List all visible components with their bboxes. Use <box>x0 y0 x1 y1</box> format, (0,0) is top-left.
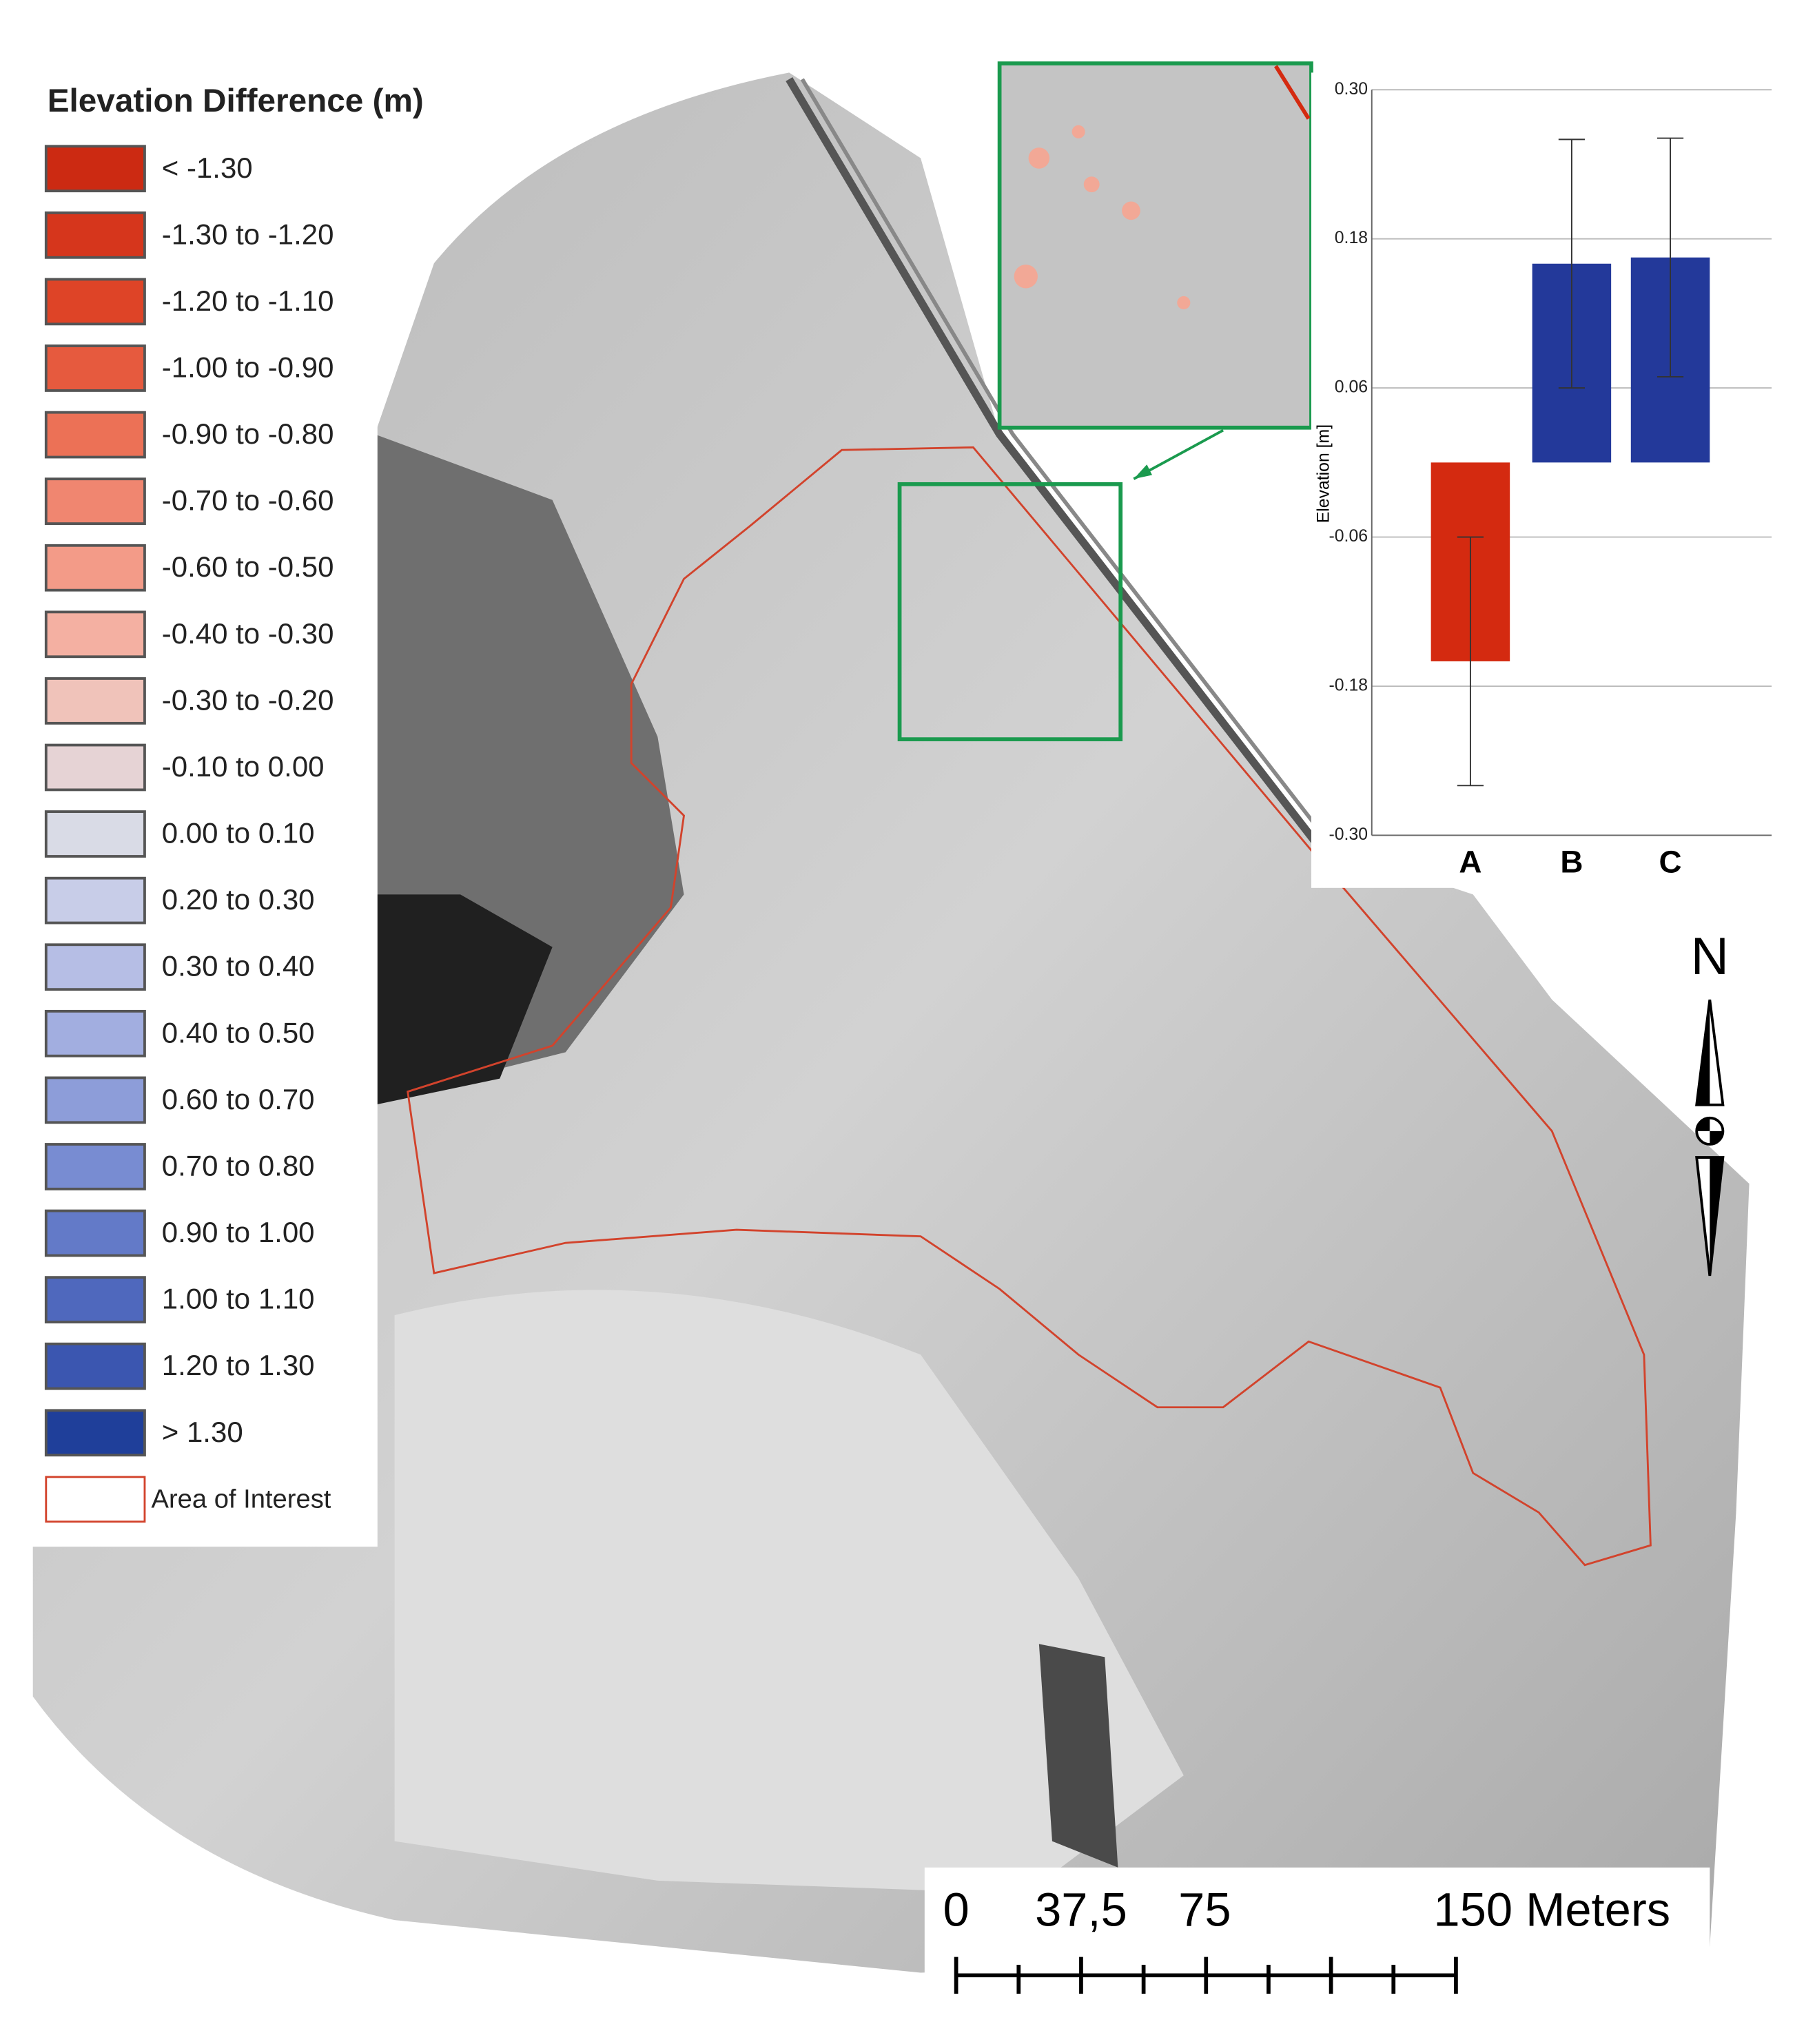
legend-label: -1.20 to -1.10 <box>162 285 334 317</box>
legend-label: -0.60 to -0.50 <box>162 550 334 583</box>
legend-swatch <box>44 1342 146 1390</box>
chart-panel <box>1311 72 1778 888</box>
legend-swatch <box>44 810 146 858</box>
legend-swatch <box>44 278 146 326</box>
legend-label: -0.10 to 0.00 <box>162 750 325 783</box>
legend-swatch <box>44 211 146 259</box>
legend-swatch <box>44 1143 146 1190</box>
legend-label: -0.30 to -0.20 <box>162 683 334 716</box>
bar-chart: -0.30 -0.18 -0.06 0.06 0.18 0.30 Elevation [m]… <box>1315 80 1772 880</box>
legend-label: 0.00 to 0.10 <box>162 817 315 849</box>
scale-label: 150 Meters <box>1433 1883 1670 1937</box>
legend-label: 0.20 to 0.30 <box>162 883 315 916</box>
legend-swatch <box>44 743 146 792</box>
legend-swatch <box>44 477 146 526</box>
legend-label: 0.30 to 0.40 <box>162 950 315 982</box>
y-tick-label: 0.18 <box>1335 229 1368 247</box>
legend-label: 0.60 to 0.70 <box>162 1083 315 1115</box>
north-label: N <box>1691 927 1729 986</box>
legend-swatch <box>44 1409 146 1457</box>
legend-swatch <box>44 1076 146 1124</box>
legend-label: 1.20 to 1.30 <box>162 1349 315 1381</box>
y-axis-label: Elevation [m] <box>1315 424 1333 523</box>
legend-label: -0.70 to -0.60 <box>162 484 334 517</box>
legend-swatch <box>44 943 146 991</box>
scale-label: 75 <box>1178 1883 1231 1937</box>
legend-swatch <box>44 1209 146 1257</box>
legend-label: 0.90 to 1.00 <box>162 1216 315 1248</box>
legend-swatch <box>44 145 146 193</box>
legend-label: > 1.30 <box>162 1416 243 1448</box>
legend-label: < -1.30 <box>162 152 253 184</box>
legend-label: -0.90 to -0.80 <box>162 417 334 450</box>
legend-swatch <box>44 1009 146 1057</box>
legend-swatch <box>44 610 146 659</box>
legend-swatch <box>44 544 146 592</box>
legend-swatch <box>44 1276 146 1323</box>
legend-title: Elevation Difference (m) <box>48 83 424 119</box>
scale-bar-panel <box>924 1867 1710 2012</box>
legend-label: 1.00 to 1.10 <box>162 1283 315 1315</box>
y-tick-label: -0.06 <box>1329 527 1368 546</box>
legend-swatch <box>44 677 146 725</box>
y-tick-label: -0.30 <box>1329 825 1368 844</box>
y-tick-label: -0.18 <box>1329 677 1368 695</box>
legend-swatch <box>44 876 146 925</box>
legend-label: -0.40 to -0.30 <box>162 617 334 650</box>
x-tick-label: A <box>1459 845 1481 880</box>
north-arrow: N <box>1691 927 1729 1277</box>
legend-label: 0.40 to 0.50 <box>162 1016 315 1049</box>
legend-label: Area of Interest <box>151 1484 331 1514</box>
zoom-arrowhead <box>1134 464 1153 479</box>
inset-map <box>997 61 1313 430</box>
legend-swatch <box>44 344 146 392</box>
legend-label: 0.70 to 0.80 <box>162 1149 315 1181</box>
scale-label: 37,5 <box>1035 1883 1127 1937</box>
legend: < -1.30 -1.30 to -1.20 -1.20 to -1.10 -1.00… <box>44 145 334 1523</box>
zoom-frame <box>897 482 1123 741</box>
legend-label: -1.00 to -0.90 <box>162 351 334 383</box>
scale-label: 0 <box>943 1883 970 1937</box>
legend-swatch <box>45 1476 146 1523</box>
x-tick-label: B <box>1560 845 1583 880</box>
y-tick-label: 0.06 <box>1335 378 1368 397</box>
x-tick-label: C <box>1659 845 1682 880</box>
legend-label: -1.30 to -1.20 <box>162 218 334 250</box>
legend-swatch <box>44 411 146 459</box>
scale-bar: 0 37,5 75 150 Meters <box>943 1883 1670 1994</box>
area-of-interest <box>407 446 1652 1567</box>
y-tick-label: 0.30 <box>1335 80 1368 99</box>
hillshade <box>32 72 1750 1973</box>
